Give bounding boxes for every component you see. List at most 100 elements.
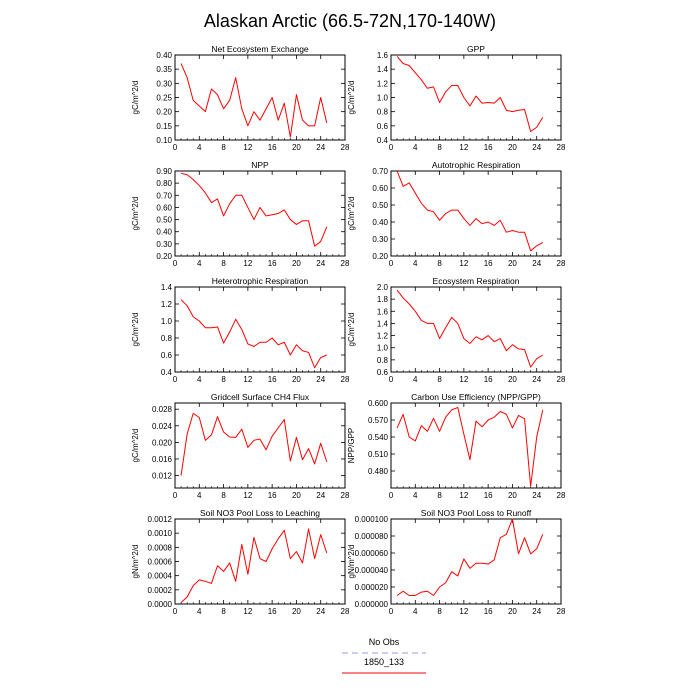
y-tick-label: 0.510 bbox=[368, 450, 389, 459]
y-tick-label: 0.20 bbox=[372, 252, 388, 261]
x-tick-label: 16 bbox=[484, 143, 493, 152]
y-tick-label: 0.4 bbox=[161, 368, 173, 377]
series-line bbox=[396, 170, 544, 252]
x-tick-label: 20 bbox=[508, 143, 517, 152]
x-tick-label: 4 bbox=[413, 259, 418, 268]
panel-title: Net Ecosystem Exchange bbox=[211, 44, 309, 54]
series-line bbox=[180, 299, 327, 369]
y-tick-label: 0.000060 bbox=[355, 549, 389, 558]
y-tick-label: 0.50 bbox=[372, 201, 388, 210]
x-tick-label: 20 bbox=[508, 375, 517, 384]
x-tick-label: 20 bbox=[292, 143, 301, 152]
series-line bbox=[396, 518, 544, 596]
x-tick-label: 8 bbox=[221, 375, 226, 384]
x-tick-label: 24 bbox=[316, 259, 325, 268]
y-tick-label: 0.000040 bbox=[355, 566, 389, 575]
x-tick-label: 0 bbox=[389, 143, 394, 152]
y-tick-label: 0.30 bbox=[156, 240, 172, 249]
y-tick-label: 1.4 bbox=[377, 319, 389, 328]
x-tick-label: 20 bbox=[292, 491, 301, 500]
x-tick-label: 28 bbox=[341, 143, 350, 152]
x-tick-label: 28 bbox=[557, 259, 566, 268]
x-tick-label: 0 bbox=[389, 491, 394, 500]
x-tick-label: 12 bbox=[459, 491, 468, 500]
panel-soil-no3-pool-loss-to-runoff: Soil NO3 Pool Loss to Runoff 0 4 8 12 16 20 24 2… bbox=[347, 508, 566, 616]
x-tick-label: 16 bbox=[268, 607, 277, 616]
y-tick-label: 0.6 bbox=[161, 351, 173, 360]
y-tick-label: 0.570 bbox=[368, 416, 389, 425]
x-tick-label: 28 bbox=[341, 259, 350, 268]
y-tick-label: 0.25 bbox=[156, 94, 172, 103]
series-line bbox=[180, 63, 328, 138]
y-tick-label: 0.50 bbox=[156, 216, 172, 225]
panel-heterotrophic-respiration: Heterotrophic Respiration 0 4 8 12 16 20 24 28 0.… bbox=[131, 276, 350, 384]
x-tick-label: 24 bbox=[316, 143, 325, 152]
y-tick-label: 1.8 bbox=[377, 295, 389, 304]
y-tick-label: 0.10 bbox=[156, 136, 172, 145]
x-tick-label: 0 bbox=[173, 375, 178, 384]
panel-carbon-use-efficiency-npp-gpp: Carbon Use Efficiency (NPP/GPP) 0 4 8 12 16 20… bbox=[347, 392, 566, 500]
legend-label: No Obs bbox=[369, 637, 400, 647]
panel-title: Soil NO3 Pool Loss to Runoff bbox=[421, 508, 532, 518]
y-tick-label: 0.30 bbox=[156, 79, 172, 88]
y-axis-label: NPP/GPP bbox=[347, 428, 356, 464]
y-axis-label: gC/m^2/d bbox=[131, 197, 140, 231]
y-tick-label: 0.480 bbox=[368, 467, 389, 476]
y-tick-label: 1.2 bbox=[377, 332, 389, 341]
y-tick-label: 0.20 bbox=[156, 108, 172, 117]
y-tick-label: 0.000080 bbox=[355, 532, 389, 541]
x-tick-label: 12 bbox=[243, 491, 252, 500]
y-tick-label: 1.0 bbox=[377, 344, 389, 353]
y-tick-label: 0.024 bbox=[152, 422, 173, 431]
y-tick-label: 0.90 bbox=[156, 167, 172, 176]
x-tick-label: 0 bbox=[173, 143, 178, 152]
x-tick-label: 4 bbox=[413, 375, 418, 384]
x-tick-label: 16 bbox=[484, 375, 493, 384]
panel-net-ecosystem-exchange: Net Ecosystem Exchange 0 4 8 12 16 20 24 28 0.10 0… bbox=[131, 44, 350, 152]
x-tick-label: 20 bbox=[508, 491, 517, 500]
y-tick-label: 0.016 bbox=[152, 455, 173, 464]
y-tick-label: 0.40 bbox=[372, 218, 388, 227]
panel-title: Heterotrophic Respiration bbox=[212, 276, 309, 286]
y-tick-label: 0.0004 bbox=[148, 572, 173, 581]
x-tick-label: 0 bbox=[389, 375, 394, 384]
y-tick-label: 0.15 bbox=[156, 122, 172, 131]
x-tick-label: 4 bbox=[197, 375, 202, 384]
panel-gridcell-surface-ch4-flux: Gridcell Surface CH4 Flux 0 4 8 12 16 20 24 28 0.… bbox=[131, 392, 350, 500]
panel-autotrophic-respiration: Autotrophic Respiration 0 4 8 12 16 20 24 28 0.20… bbox=[347, 160, 566, 268]
y-tick-label: 0.028 bbox=[152, 405, 173, 414]
panel-title: GPP bbox=[467, 44, 485, 54]
x-tick-label: 8 bbox=[437, 259, 442, 268]
y-tick-label: 0.0002 bbox=[148, 586, 173, 595]
x-tick-label: 8 bbox=[437, 607, 442, 616]
x-tick-label: 4 bbox=[197, 607, 202, 616]
series-line bbox=[396, 56, 544, 132]
x-tick-label: 28 bbox=[557, 375, 566, 384]
y-tick-label: 0.0012 bbox=[148, 515, 173, 524]
y-tick-label: 0.8 bbox=[161, 334, 173, 343]
plot-frame bbox=[174, 402, 346, 489]
plot-frame bbox=[174, 518, 346, 605]
series-line bbox=[180, 528, 328, 603]
y-tick-label: 0.40 bbox=[156, 228, 172, 237]
plot-frame bbox=[390, 286, 562, 373]
panel-soil-no3-pool-loss-to-leaching: Soil NO3 Pool Loss to Leaching 0 4 8 12 16 20 2… bbox=[131, 508, 350, 616]
series-line bbox=[180, 172, 328, 247]
x-tick-label: 4 bbox=[413, 143, 418, 152]
panel-title: Carbon Use Efficiency (NPP/GPP) bbox=[411, 392, 541, 402]
panel-gpp: GPP 0 4 8 12 16 20 24 28 0.4 0.6 0.8 1.0 1.2 1.4 1.6 gC/… bbox=[347, 44, 566, 152]
x-tick-label: 20 bbox=[292, 259, 301, 268]
y-tick-label: 0.6 bbox=[377, 368, 389, 377]
x-tick-label: 16 bbox=[484, 607, 493, 616]
y-tick-label: 0.600 bbox=[368, 399, 389, 408]
y-tick-label: 1.4 bbox=[377, 65, 389, 74]
x-tick-label: 16 bbox=[268, 143, 277, 152]
x-tick-label: 8 bbox=[221, 607, 226, 616]
y-tick-label: 0.0008 bbox=[148, 543, 173, 552]
x-tick-label: 8 bbox=[437, 143, 442, 152]
x-tick-label: 28 bbox=[341, 491, 350, 500]
x-tick-label: 28 bbox=[557, 491, 566, 500]
legend: No Obs 1850_133 bbox=[342, 637, 426, 674]
